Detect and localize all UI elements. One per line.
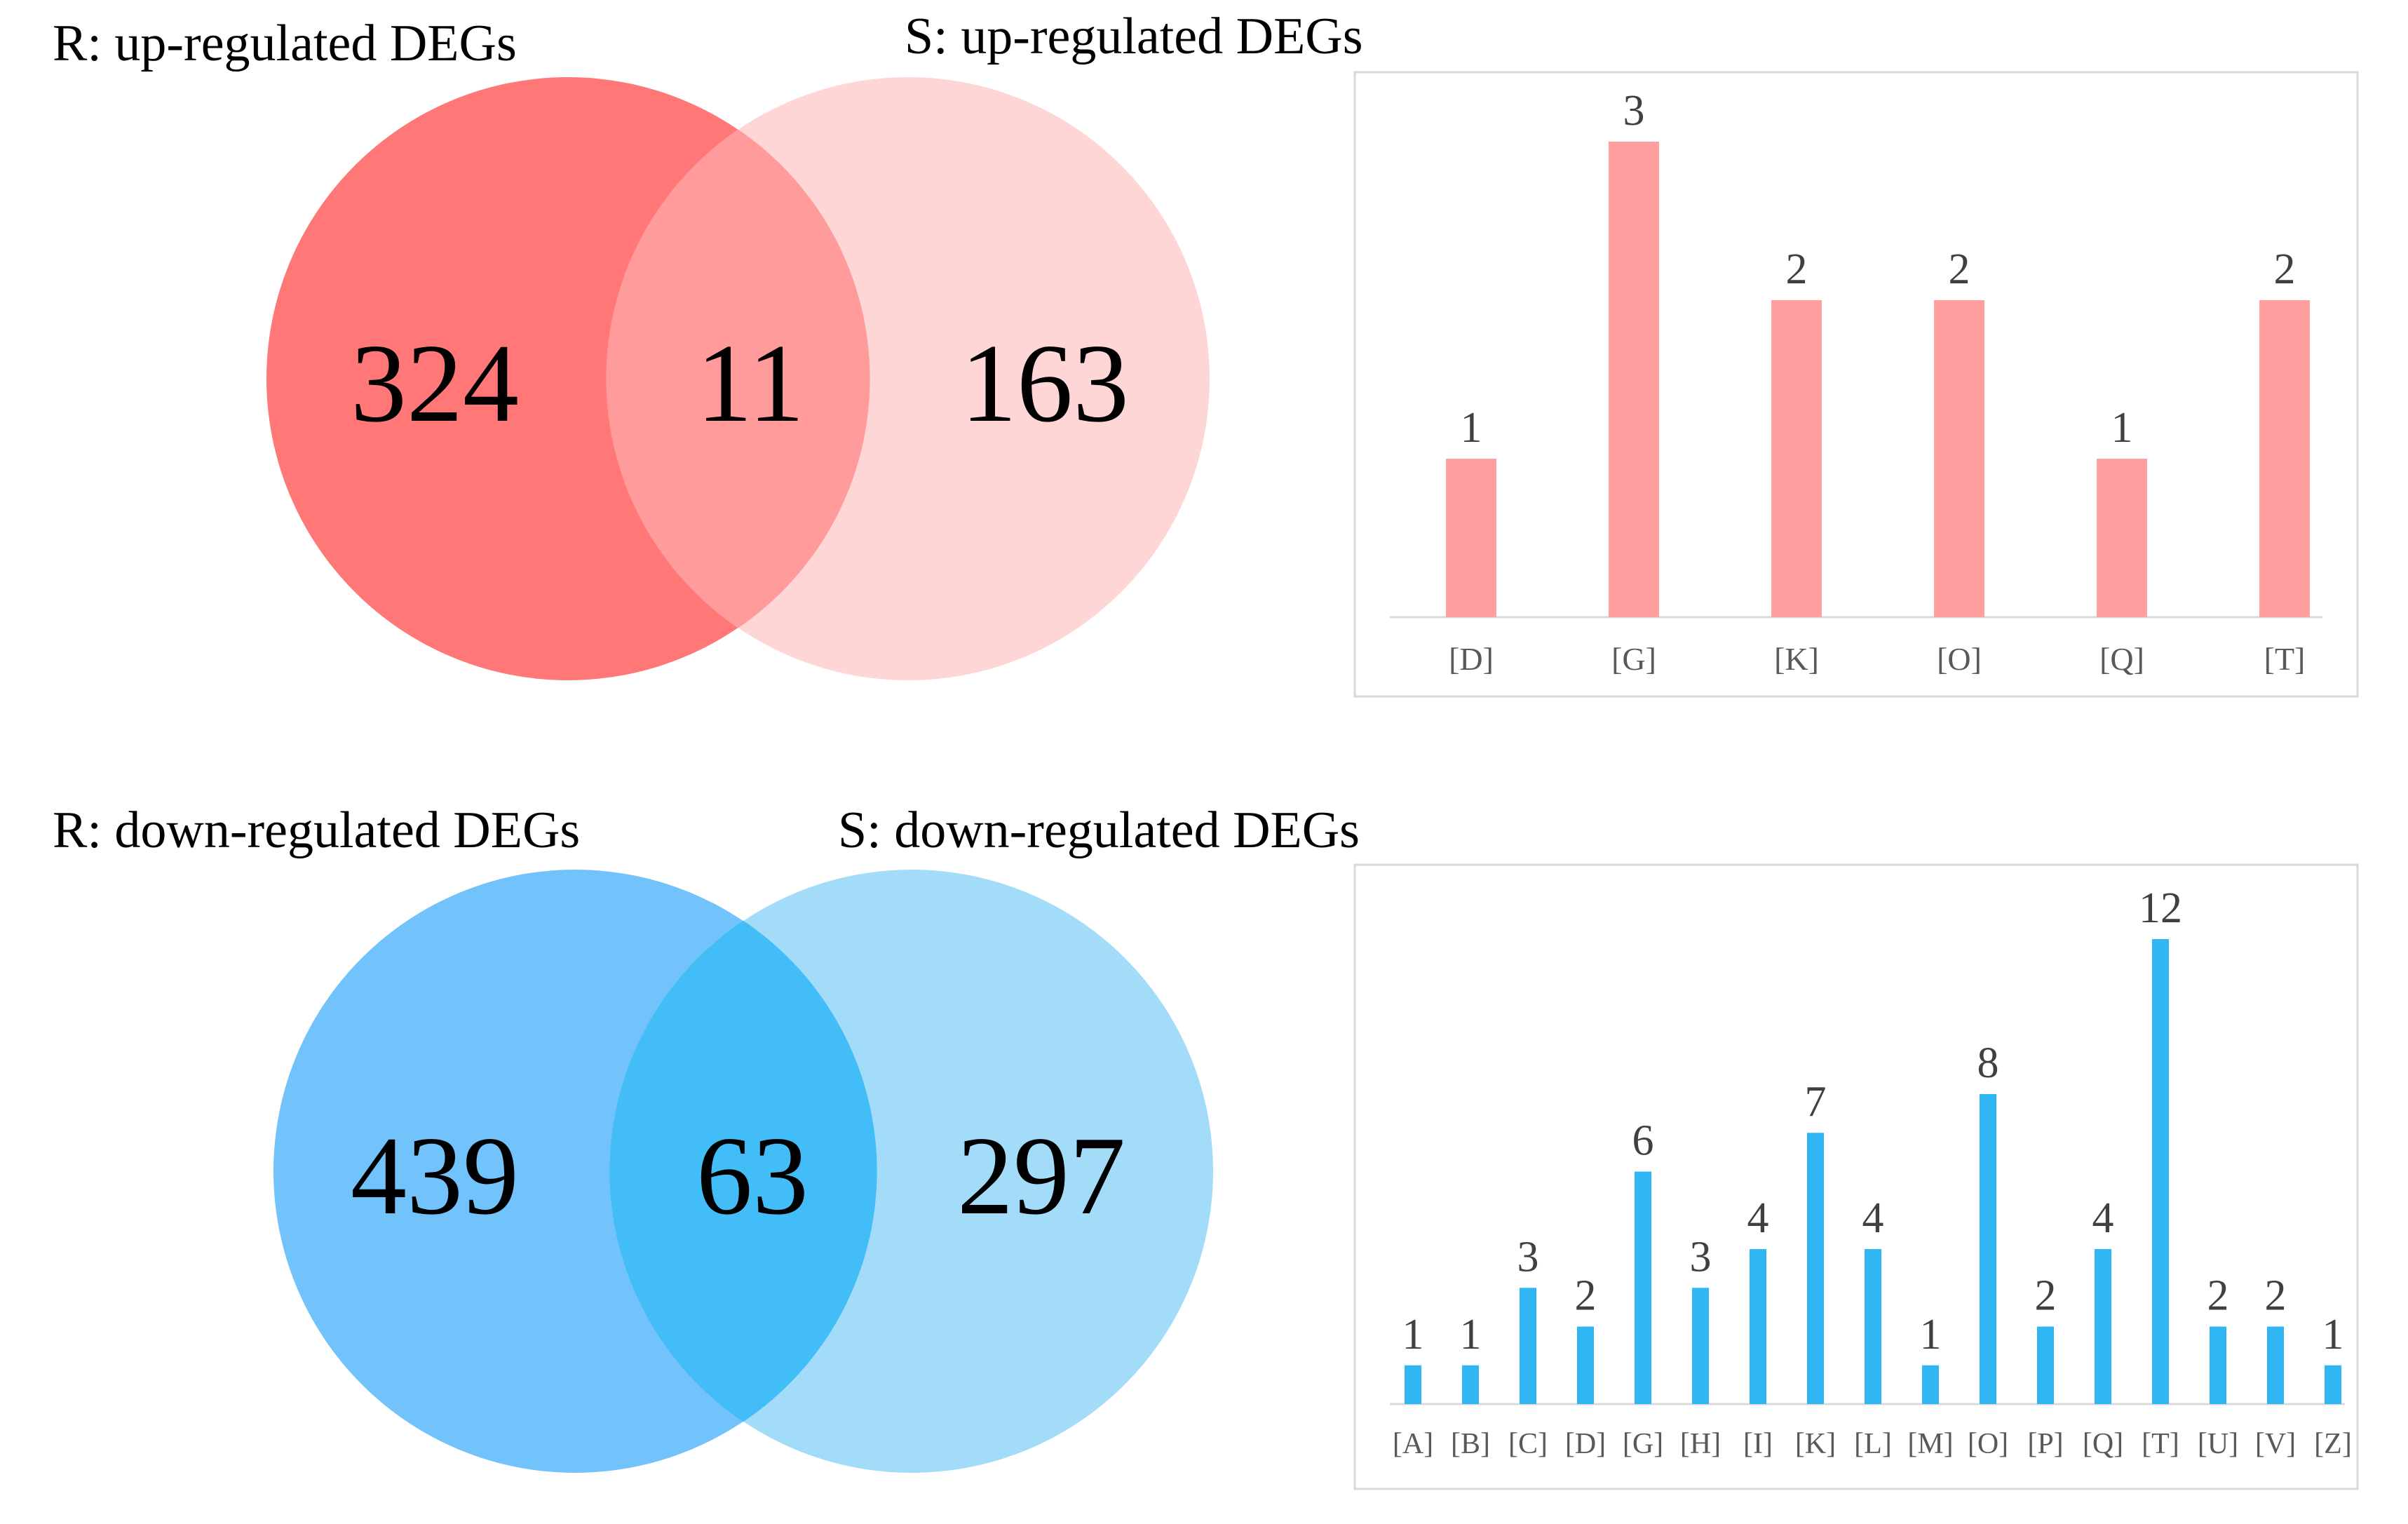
venn-up-left-count: 324 <box>351 321 519 445</box>
venn-down-left-title: R: down-regulated DEGs <box>53 802 580 859</box>
bar-down-0 <box>1405 1365 1421 1404</box>
bar-down-2 <box>1520 1288 1536 1404</box>
venn-down: R: down-regulated DEGs S: down-regulated… <box>53 802 1360 1473</box>
bar-value-label: 3 <box>1623 87 1645 135</box>
bar-chart-up-bars: 1 [D] 3 [G] 2 [K] 2 [O] 1 [Q] 2 [T] <box>1446 87 2310 677</box>
x-tick-label: [G] <box>1611 641 1656 677</box>
x-tick-label: [O] <box>1968 1428 2008 1460</box>
bar-up-1 <box>1609 142 1659 617</box>
x-tick-label: [O] <box>1937 641 1982 677</box>
bar-down-10 <box>1980 1094 1996 1404</box>
bar-down-11 <box>2037 1326 2054 1404</box>
bar-chart-up-frame <box>1353 71 2359 698</box>
x-tick-label: [Q] <box>2099 641 2144 677</box>
x-tick-label: [V] <box>2255 1428 2296 1460</box>
bar-chart-down: 1 [A] 1 [B] 3 [C] 2 [D] 6 [G] 3 [H] 4 [I] 7 [K] 4 [L] 1 [M]… <box>1353 863 2359 1490</box>
bar-value-label: 6 <box>1632 1117 1654 1165</box>
bar-chart-down-frame <box>1353 863 2359 1490</box>
x-tick-label: [A] <box>1393 1428 1433 1460</box>
bar-down-1 <box>1462 1365 1479 1404</box>
x-tick-label: [P] <box>2027 1428 2063 1460</box>
x-tick-label: [T] <box>2264 641 2306 677</box>
bar-down-9 <box>1922 1365 1939 1404</box>
venn-up-left-title: R: up-regulated DEGs <box>53 15 517 72</box>
bar-down-4 <box>1635 1171 1651 1404</box>
bar-value-label: 2 <box>2035 1272 2057 1320</box>
bar-chart-up: 1 [D] 3 [G] 2 [K] 2 [O] 1 [Q] 2 [T] <box>1353 71 2359 698</box>
bar-down-13 <box>2152 939 2169 1404</box>
x-tick-label: [D] <box>1565 1428 1606 1460</box>
bar-value-label: 2 <box>1575 1272 1597 1320</box>
x-tick-label: [D] <box>1449 641 1494 677</box>
bar-down-3 <box>1577 1326 1594 1404</box>
bar-value-label: 2 <box>1786 245 1808 293</box>
x-tick-label: [C] <box>1508 1428 1548 1460</box>
venn-up-right-count: 163 <box>961 321 1129 445</box>
venn-down-overlap-region <box>609 920 877 1422</box>
bar-value-label: 1 <box>1402 1311 1424 1358</box>
x-tick-label: [L] <box>1854 1428 1892 1460</box>
bar-up-3 <box>1934 300 1984 617</box>
bar-up-0 <box>1446 459 1496 617</box>
bar-down-16 <box>2325 1365 2341 1404</box>
bar-down-5 <box>1692 1288 1709 1404</box>
bar-value-label: 7 <box>1805 1078 1827 1126</box>
bar-value-label: 4 <box>2092 1194 2114 1242</box>
bar-down-6 <box>1750 1249 1766 1404</box>
x-tick-label: [Q] <box>2083 1428 2123 1460</box>
bar-up-2 <box>1771 300 1822 617</box>
bar-value-label: 1 <box>2111 404 2133 452</box>
bar-value-label: 2 <box>2265 1272 2287 1320</box>
bar-up-5 <box>2259 300 2310 617</box>
bar-up-4 <box>2097 459 2147 617</box>
bar-value-label: 4 <box>1862 1194 1884 1242</box>
venn-up-overlap-count: 11 <box>696 321 804 445</box>
bar-value-label: 2 <box>1949 245 1970 293</box>
venn-down-overlap-count: 63 <box>696 1113 809 1238</box>
venn-down-left-count: 439 <box>351 1113 519 1238</box>
bar-value-label: 1 <box>2322 1311 2344 1358</box>
bar-value-label: 1 <box>1920 1311 1942 1358</box>
bar-down-12 <box>2095 1249 2111 1404</box>
x-tick-label: [I] <box>1743 1428 1773 1460</box>
x-tick-label: [T] <box>2142 1428 2179 1460</box>
bar-value-label: 2 <box>2207 1272 2229 1320</box>
bar-value-label: 3 <box>1517 1233 1539 1281</box>
venn-up-right-title: S: up-regulated DEGs <box>905 8 1363 65</box>
bar-chart-down-bars: 1 [A] 1 [B] 3 [C] 2 [D] 6 [G] 3 [H] 4 [I] 7 [K] 4 [L] 1 [M]… <box>1393 884 2352 1460</box>
x-tick-label: [U] <box>2198 1428 2238 1460</box>
bar-value-label: 8 <box>1977 1039 1999 1087</box>
bar-down-14 <box>2210 1326 2226 1404</box>
bar-value-label: 3 <box>1690 1233 1712 1281</box>
bar-down-7 <box>1807 1133 1824 1404</box>
bar-down-15 <box>2267 1326 2284 1404</box>
bar-down-8 <box>1865 1249 1881 1404</box>
x-tick-label: [M] <box>1907 1428 1953 1460</box>
bar-value-label: 12 <box>2139 884 2182 932</box>
bar-value-label: 4 <box>1747 1194 1769 1242</box>
x-tick-label: [K] <box>1774 641 1819 677</box>
venn-down-right-count: 297 <box>957 1113 1125 1238</box>
venn-up-overlap-region <box>606 129 870 628</box>
x-tick-label: [H] <box>1680 1428 1721 1460</box>
bar-value-label: 2 <box>2274 245 2296 293</box>
bar-value-label: 1 <box>1460 1311 1482 1358</box>
venn-down-right-title: S: down-regulated DEGs <box>838 802 1360 859</box>
x-tick-label: [G] <box>1623 1428 1663 1460</box>
venn-up: R: up-regulated DEGs S: up-regulated DEG… <box>53 8 1363 680</box>
x-tick-label: [B] <box>1451 1428 1490 1460</box>
x-tick-label: [Z] <box>2314 1428 2352 1460</box>
bar-value-label: 1 <box>1461 404 1482 452</box>
x-tick-label: [K] <box>1795 1428 1836 1460</box>
